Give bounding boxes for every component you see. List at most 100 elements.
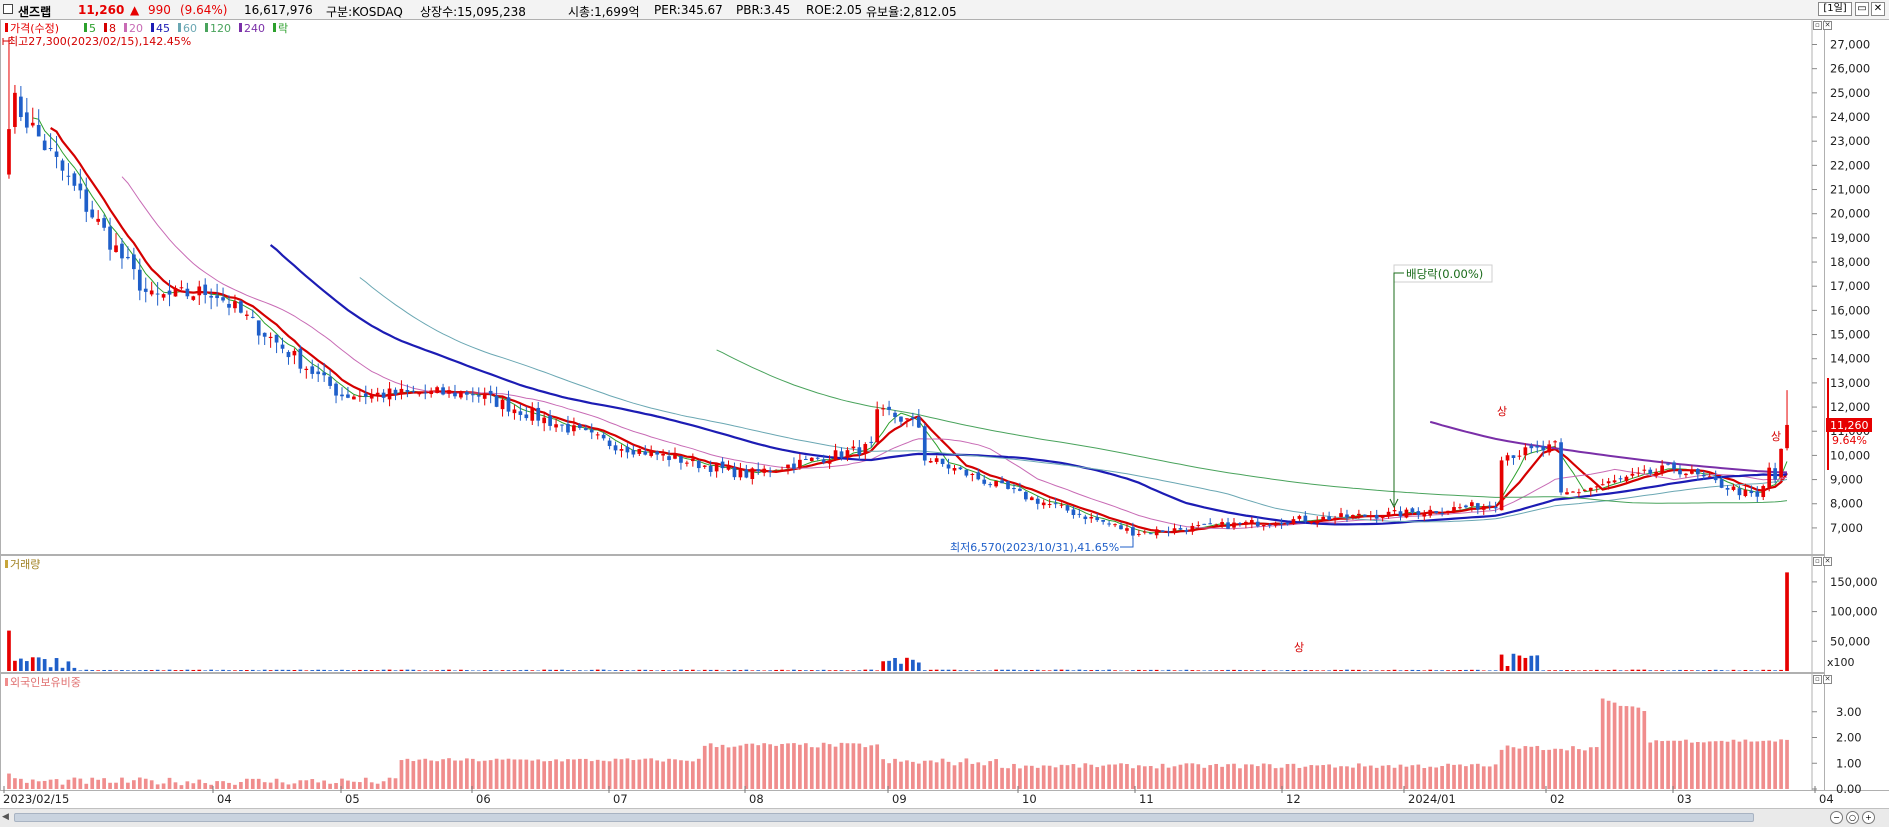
volume-bar: [322, 670, 326, 671]
volume-bar: [1238, 670, 1242, 671]
foreign-panel-minimize-button[interactable]: ▫: [1813, 675, 1822, 684]
candle-body: [203, 285, 207, 295]
foreign-bar: [293, 783, 297, 789]
foreign-bar: [1482, 766, 1486, 789]
volume-bar: [197, 670, 201, 671]
volume-bar: [417, 670, 421, 671]
foreign-bar: [25, 783, 29, 789]
foreign-bar: [328, 784, 332, 789]
foreign-bar: [1690, 743, 1694, 789]
volume-bar: [49, 667, 53, 671]
foreign-bar: [608, 761, 612, 789]
volume-panel-close-button[interactable]: ✕: [1823, 557, 1832, 566]
foreign-title: 외국인보유비중: [5, 676, 81, 689]
price-panel-minimize-button[interactable]: ▫: [1813, 21, 1822, 30]
foreign-bar: [1339, 766, 1343, 789]
volume-bar: [352, 670, 356, 671]
foreign-bar: [572, 759, 576, 789]
foreign-bar: [251, 779, 255, 789]
volume-bar: [1434, 670, 1438, 671]
foreign-bar: [186, 781, 190, 789]
candle-body: [1631, 474, 1635, 476]
date-tick-label: 12: [1286, 792, 1301, 806]
foreign-bar: [875, 744, 879, 789]
volume-bar: [840, 670, 844, 671]
candle-body: [941, 459, 945, 464]
candle-body: [1779, 449, 1783, 478]
candle-body: [739, 470, 743, 478]
volume-panel-minimize-button[interactable]: ▫: [1813, 557, 1822, 566]
svg-text:외국인보유비중: 외국인보유비중: [10, 676, 81, 689]
foreign-bar: [798, 745, 802, 789]
foreign-bar: [780, 744, 784, 789]
foreign-bar: [929, 760, 933, 789]
volume-bar: [382, 670, 386, 671]
foreign-ratio-bars: [7, 699, 1789, 789]
candle-body: [1637, 473, 1641, 474]
foreign-bar: [1036, 768, 1040, 789]
volume-bar: [554, 670, 558, 671]
candle-body: [1036, 499, 1040, 504]
volume-bar: [1054, 670, 1058, 671]
zoom-reset-icon[interactable]: ○: [1846, 811, 1859, 824]
zoom-in-icon[interactable]: +: [1862, 811, 1875, 824]
horizontal-scrollbar[interactable]: ◀: [0, 808, 1889, 827]
volume-bar: [935, 670, 939, 671]
date-tick-label: 2023/02/15: [3, 792, 69, 806]
volume-bars: [7, 572, 1789, 671]
volume-bar: [1101, 670, 1105, 671]
candle-body: [1482, 506, 1486, 510]
volume-bar: [1738, 670, 1742, 671]
foreign-bar: [1131, 768, 1135, 789]
zoom-out-icon[interactable]: −: [1830, 811, 1843, 824]
foreign-bar: [536, 759, 540, 789]
price-panel-close-button[interactable]: ✕: [1823, 21, 1832, 30]
candle-body: [982, 480, 986, 484]
foreign-bar: [388, 778, 392, 789]
candle-body: [1738, 488, 1742, 495]
foreign-bar: [180, 785, 184, 789]
volume-bar: [186, 670, 190, 671]
candle-body: [251, 317, 255, 318]
foreign-bar: [1214, 764, 1218, 789]
scroll-thumb[interactable]: [14, 813, 1754, 822]
volume-bar: [299, 670, 303, 671]
volume-bar: [1642, 670, 1646, 671]
volume-bar: [275, 670, 279, 671]
candle-body: [1048, 504, 1052, 505]
legend-label: 45: [156, 22, 170, 35]
foreign-bar: [620, 759, 624, 789]
foreign-tick-label: 0.00: [1836, 782, 1862, 796]
candle-body: [715, 464, 719, 471]
foreign-bar: [626, 758, 630, 789]
volume-bar: [203, 670, 207, 671]
volume-bar: [1601, 670, 1605, 671]
volume-bar: [1708, 670, 1712, 671]
foreign-bar: [750, 744, 754, 789]
candle-body: [358, 396, 362, 397]
volume-bar: [703, 670, 707, 671]
foreign-bar: [1553, 749, 1557, 789]
foreign-panel-close-button[interactable]: ✕: [1823, 675, 1832, 684]
foreign-bar: [1006, 768, 1010, 789]
candle-body: [293, 351, 297, 355]
candle-body: [1785, 425, 1789, 448]
scroll-left-arrow-icon[interactable]: ◀: [2, 812, 12, 823]
candle-body: [162, 294, 166, 297]
candle-body: [869, 442, 873, 443]
candle-body: [1755, 491, 1759, 496]
foreign-bar: [976, 762, 980, 789]
volume-bar: [1256, 670, 1260, 671]
foreign-bar: [287, 784, 291, 789]
price-tick-label: 22,000: [1830, 158, 1870, 172]
foreign-bar: [941, 759, 945, 789]
volume-bar: [887, 661, 891, 671]
candle-body: [1173, 528, 1177, 531]
foreign-bar: [1309, 765, 1313, 789]
volume-bar: [406, 670, 410, 671]
candle-body: [1054, 503, 1058, 504]
foreign-bar: [988, 761, 992, 789]
foreign-bar: [1196, 764, 1200, 789]
volume-bar: [941, 670, 945, 671]
